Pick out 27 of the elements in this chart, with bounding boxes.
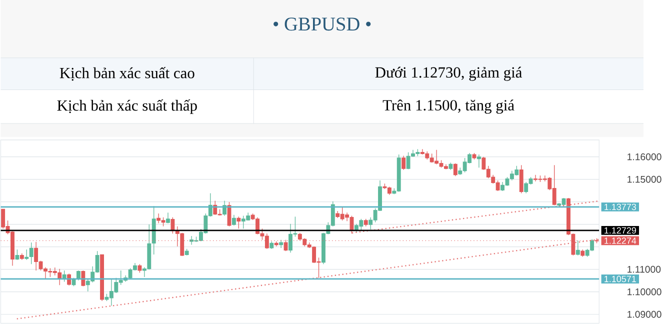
candlestick (236, 216, 241, 230)
candlestick (15, 249, 20, 260)
ref-line-label: 1.13773 (604, 204, 636, 210)
text: Dưới 1.12730, giảm giá (375, 66, 522, 82)
candlestick (190, 236, 194, 246)
candlestick (576, 240, 580, 256)
candlestick (24, 249, 29, 260)
y-tick-label: 1.09000 (628, 311, 662, 318)
candlestick (476, 154, 481, 168)
candlestick (519, 165, 524, 194)
text: Kịch bản xác suất cao (60, 67, 194, 81)
y-tick-label: 1.11000 (628, 266, 661, 273)
text: Trên 1.1500, tăng giá (382, 100, 514, 114)
candlestick (453, 163, 458, 177)
ref-line-label: 1.12729 (604, 227, 636, 234)
y-tick-label: 1.16000 (628, 154, 662, 160)
candlestick (402, 156, 406, 170)
ref-line-label: 1.12274 (604, 238, 636, 244)
text: Kịch bản xác suất thấp (57, 100, 197, 114)
chart-title: • GBPUSD • (274, 18, 371, 31)
y-tick-label: 1.10000 (628, 288, 662, 296)
candlestick (156, 213, 161, 224)
y-tick-label: 1.15000 (628, 176, 662, 183)
candlestick (232, 214, 236, 226)
candlestick (279, 240, 284, 248)
candlestick (29, 242, 34, 265)
ref-line-label: 1.10571 (604, 276, 636, 282)
